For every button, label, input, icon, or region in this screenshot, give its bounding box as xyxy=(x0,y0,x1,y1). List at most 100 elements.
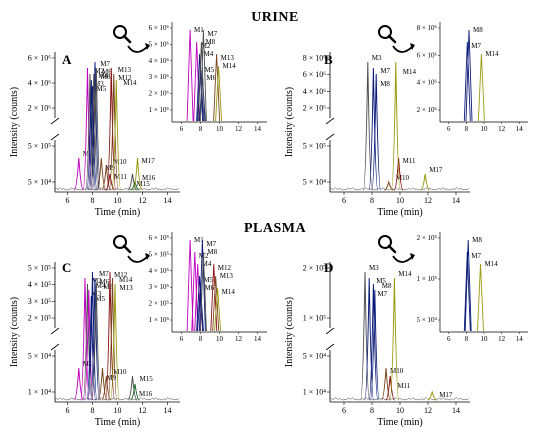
inset-y-tick-label: 1 × 10⁵ xyxy=(417,275,438,283)
inset-y-tick-label: 2 × 10⁵ xyxy=(149,300,170,308)
y-tick-label: 4 × 10⁵ xyxy=(28,280,52,289)
inset-peak-m7 xyxy=(463,251,471,332)
peak-m7 xyxy=(90,277,100,401)
peak-m3 xyxy=(360,271,370,401)
peak-m15 xyxy=(127,173,138,191)
peak-label-m5: M5 xyxy=(376,277,386,285)
peak-m8 xyxy=(91,283,102,401)
arrow-head-icon xyxy=(145,253,150,260)
peak-label-m14: M14 xyxy=(123,79,137,87)
x-tick-label: 10 xyxy=(114,196,122,205)
peak-label-m7: M7 xyxy=(380,67,390,75)
inset-peak-m8 xyxy=(464,239,472,332)
inset-chart: 6 8 10 12 14 2 × 10⁶ 4 × 10⁶ 6 × 10⁶ 8 × 10⁶ M8 M7… xyxy=(417,22,528,133)
inset-y-tick-label: 1 × 10⁵ xyxy=(149,316,170,324)
inset-peak-m5 xyxy=(196,275,204,332)
y-tick-label: 1 × 10⁴ xyxy=(28,388,52,397)
inset-x-tick-label: 10 xyxy=(481,335,489,343)
peak-label-m17: M17 xyxy=(142,157,156,165)
peak-m14 xyxy=(111,79,122,191)
inset-peak-label-m8: M8 xyxy=(207,248,217,256)
panel-label: C xyxy=(62,260,71,275)
peak-m5 xyxy=(87,85,98,191)
peak-m3 xyxy=(362,61,373,191)
axis-break-mark xyxy=(50,117,60,125)
x-tick-label: 10 xyxy=(396,196,404,205)
peak-label-m8: M8 xyxy=(380,80,390,88)
y-axis-label: Intensity (counts) xyxy=(9,297,20,367)
peak-label-m12: M12 xyxy=(114,271,128,279)
x-tick-label: 6 xyxy=(342,196,346,205)
inset-x-tick-label: 12 xyxy=(498,335,506,343)
peak-m5 xyxy=(364,277,375,401)
peak-m17 xyxy=(420,173,430,191)
y-tick-label: 5 × 10⁴ xyxy=(28,352,52,361)
panel-label: B xyxy=(324,52,333,67)
inset-peak-m14 xyxy=(214,287,222,332)
inset-peak-label-m4: M4 xyxy=(202,260,212,268)
peak-label-m10: M10 xyxy=(113,368,127,376)
peak-label-m4: M4 xyxy=(98,72,108,80)
panel-label: A xyxy=(62,52,72,67)
peak-label-m9: M9 xyxy=(107,374,117,382)
y-tick-label: 1 × 10⁵ xyxy=(303,314,327,323)
x-tick-label: 14 xyxy=(164,406,172,415)
inset-peak-m7 xyxy=(199,29,207,122)
peak-label-m16: M16 xyxy=(142,174,156,182)
x-tick-label: 12 xyxy=(139,196,147,205)
peak-m5 xyxy=(86,295,97,401)
inset-peak-label-m7: M7 xyxy=(471,42,481,50)
x-axis-label: Time (min) xyxy=(377,207,422,218)
chart-panel-a: A 6 8 10 12 14 Time (min) Intensity (counts) 2 ×… xyxy=(9,22,267,218)
y-axis-label: Intensity (counts) xyxy=(284,297,295,367)
peak-m12 xyxy=(106,67,117,191)
inset-y-tick-label: 5 × 10⁶ xyxy=(149,40,170,48)
panel-label: D xyxy=(324,260,333,275)
curved-arrow-icon xyxy=(127,45,149,53)
y-tick-label: 4 × 10⁶ xyxy=(28,79,52,88)
axis-break-mark xyxy=(325,343,335,351)
curved-arrow-icon xyxy=(392,45,414,53)
inset-peak-label-m8: M8 xyxy=(473,26,483,34)
inset-peak-label-m13: M13 xyxy=(221,54,235,62)
peak-m6 xyxy=(90,61,100,191)
inset-peak-m12 xyxy=(210,263,218,332)
inset-peak-label-m14: M14 xyxy=(223,62,237,70)
axis-break-mark xyxy=(325,327,335,335)
inset-y-tick-label: 4 × 10⁵ xyxy=(149,267,170,275)
y-tick-label: 5 × 10⁵ xyxy=(303,142,327,151)
x-tick-label: 6 xyxy=(342,406,346,415)
y-tick-label: 4 × 10⁶ xyxy=(303,87,327,96)
y-axis-label: Intensity (counts) xyxy=(9,87,20,157)
axis-break-mark xyxy=(50,133,60,141)
inset-peak-m1 xyxy=(186,29,194,122)
peak-label-m8: M8 xyxy=(103,283,113,291)
inset-peak-m13 xyxy=(213,53,221,122)
y-tick-label: 3 × 10⁵ xyxy=(28,297,52,306)
x-tick-label: 12 xyxy=(424,406,432,415)
inset-y-tick-label: 5 × 10⁵ xyxy=(149,250,170,258)
x-tick-label: 14 xyxy=(164,196,172,205)
inset-peak-m8 xyxy=(199,251,207,332)
inset-peak-label-m12: M12 xyxy=(218,264,232,272)
peak-m13 xyxy=(108,73,119,191)
magnifier-icon xyxy=(378,235,415,263)
inset-peak-label-m1: M1 xyxy=(194,26,204,34)
peak-m14 xyxy=(390,61,401,191)
y-tick-label: 2 × 10⁵ xyxy=(28,314,52,323)
inset-peak-label-m8: M8 xyxy=(472,236,482,244)
inset-y-tick-label: 8 × 10⁶ xyxy=(417,24,438,32)
x-axis-label: Time (min) xyxy=(95,207,140,218)
y-tick-label: 6 × 10⁶ xyxy=(28,54,52,63)
inset-y-tick-label: 4 × 10⁶ xyxy=(417,79,438,87)
peak-label-m16: M16 xyxy=(139,390,153,398)
y-tick-label: 6 × 10⁶ xyxy=(303,70,327,79)
inset-peak-label-m4: M4 xyxy=(204,50,214,58)
peak-m17 xyxy=(427,390,437,401)
y-tick-label: 2 × 10⁶ xyxy=(28,104,52,113)
peak-label-m7: M7 xyxy=(377,290,387,298)
peak-label-m10: M10 xyxy=(113,158,127,166)
peak-label-m8: M8 xyxy=(382,282,392,290)
peak-label-m1: M1 xyxy=(83,360,93,368)
magnifier-lens xyxy=(378,25,392,39)
